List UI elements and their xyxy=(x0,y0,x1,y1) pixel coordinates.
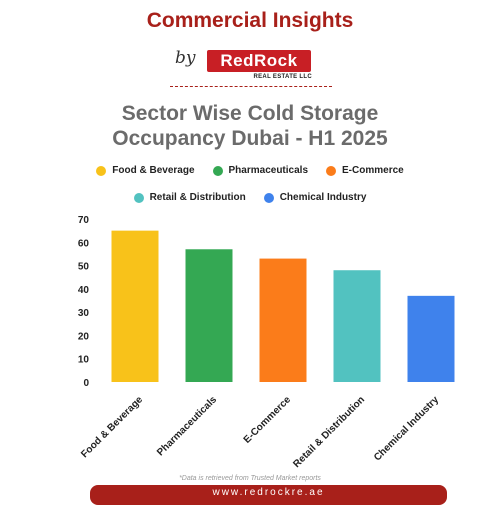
y-tick-label: 50 xyxy=(78,262,90,273)
bar xyxy=(259,258,307,382)
legend-label: E-Commerce xyxy=(342,165,404,176)
x-tick-label: Pharmaceuticals xyxy=(155,394,219,458)
bar-chart: 0 10 20 30 40 50 60 70 Food & Beverage Pharmaceut… xyxy=(78,215,455,470)
legend-item: Chemical Industry xyxy=(263,192,367,203)
legend-item: Pharmaceuticals xyxy=(212,165,309,176)
legend-swatch xyxy=(212,165,223,176)
y-tick-label: 60 xyxy=(78,238,90,249)
x-tick-label: Retail & Distribution xyxy=(291,394,367,470)
legend-row-1: Food & Beverage Pharmaceuticals E-Commer… xyxy=(0,165,500,176)
y-tick-label: 10 xyxy=(78,355,90,366)
website-link[interactable]: www.redrockre.ae xyxy=(90,485,447,505)
y-tick-label: 0 xyxy=(83,378,89,389)
legend-label: Food & Beverage xyxy=(112,165,195,176)
data-source-note: *Data is retrieved from Trusted Market r… xyxy=(179,475,321,482)
byline-text: by xyxy=(175,48,196,68)
x-tick-label: Food & Beverage xyxy=(79,394,145,460)
chart-title-line-1: Sector Wise Cold Storage xyxy=(121,102,379,125)
legend-item: Food & Beverage xyxy=(96,165,195,176)
legend-item: Retail & Distribution xyxy=(133,192,246,203)
company-logo: RedRock xyxy=(207,50,311,72)
legend-label: Chemical Industry xyxy=(279,192,367,203)
legend-swatch xyxy=(263,192,274,203)
bar xyxy=(185,249,233,382)
x-tick-label: Chemical Industry xyxy=(372,394,441,463)
chart-title: Sector Wise Cold Storage Occupancy Dubai… xyxy=(0,101,500,151)
bar xyxy=(333,270,381,382)
bar xyxy=(111,230,159,382)
y-tick-label: 20 xyxy=(78,331,90,342)
x-tick-label: E-Commerce xyxy=(242,394,294,446)
legend-row-2: Retail & Distribution Chemical Industry xyxy=(0,192,500,203)
legend-swatch xyxy=(326,165,337,176)
byline-underline xyxy=(170,86,332,87)
legend-swatch xyxy=(96,165,107,176)
legend-label: Pharmaceuticals xyxy=(228,165,309,176)
y-tick-label: 70 xyxy=(78,215,90,226)
chart-title-line-2: Occupancy Dubai - H1 2025 xyxy=(112,127,388,150)
company-logo-subtext: REAL ESTATE LLC xyxy=(253,74,312,80)
legend-swatch xyxy=(133,192,144,203)
page-title: Commercial Insights xyxy=(146,9,354,32)
y-tick-label: 40 xyxy=(78,285,90,296)
y-tick-label: 30 xyxy=(78,308,90,319)
bar xyxy=(407,295,455,382)
legend-item: E-Commerce xyxy=(326,165,404,176)
legend-label: Retail & Distribution xyxy=(149,192,246,203)
